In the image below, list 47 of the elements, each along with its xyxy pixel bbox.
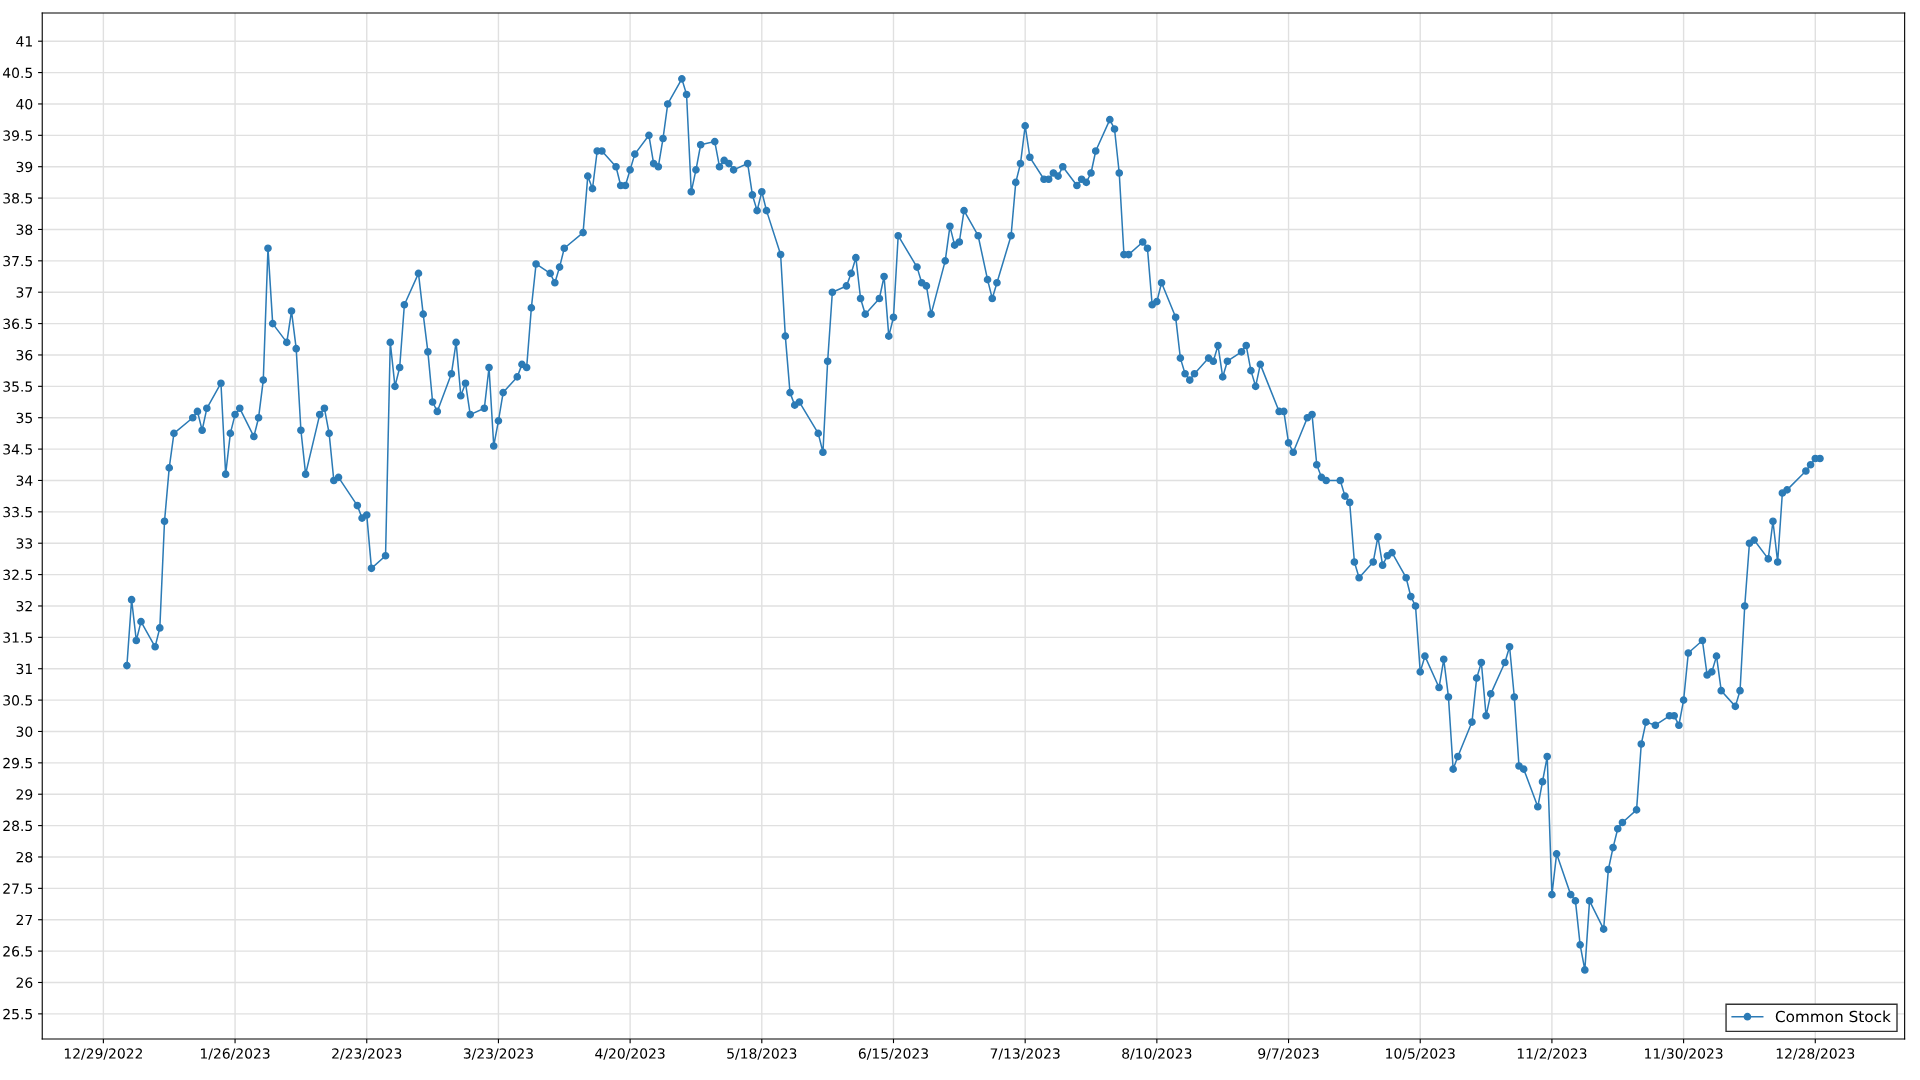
x-tick-label: 1/26/2023 <box>200 1048 270 1060</box>
y-tick-label: 40.5 <box>2 67 32 79</box>
y-tick-label: 31 <box>16 663 32 675</box>
x-tick-label: 3/23/2023 <box>463 1048 533 1060</box>
y-tick-label: 35.5 <box>3 381 32 392</box>
y-tick-label: 36.5 <box>3 318 32 330</box>
y-tick-label: 38 <box>16 224 33 235</box>
y-tick-label: 30 <box>16 726 33 737</box>
x-tick-label: 12/29/2022 <box>64 1048 143 1060</box>
x-tick-label: 11/30/2023 <box>1645 1048 1723 1060</box>
y-tick-label: 26 <box>16 977 33 988</box>
x-tick-label: 8/10/2023 <box>1122 1048 1192 1060</box>
y-tick-label: 40 <box>16 98 33 110</box>
x-tick-label: 6/15/2023 <box>858 1048 928 1060</box>
x-tick-label: 9/7/2023 <box>1258 1048 1319 1060</box>
x-tick-label: 11/2/2023 <box>1517 1048 1587 1060</box>
y-tick-label: 39 <box>16 161 33 173</box>
y-tick-label: 31.5 <box>3 632 32 643</box>
y-tick-label: 29.5 <box>3 757 32 769</box>
x-tick-label: 2/23/2023 <box>332 1048 402 1060</box>
y-tick-label: 27 <box>16 914 33 926</box>
y-tick-label: 34 <box>16 475 33 486</box>
y-tick-label: 33 <box>16 538 33 549</box>
y-tick-label: 26.5 <box>3 946 32 957</box>
x-tick-label: 12/28/2023 <box>1776 1048 1855 1060</box>
y-tick-label: 30.5 <box>3 695 32 706</box>
y-tick-label: 36 <box>16 349 33 361</box>
y-tick-label: 25.5 <box>3 1008 32 1020</box>
y-tick-label: 32.5 <box>3 569 32 581</box>
y-tick-label: 28 <box>16 851 33 863</box>
y-tick-label: 38.5 <box>3 193 32 204</box>
legend-label: Common Stock <box>1775 1010 1891 1023</box>
x-tick-label: 5/18/2023 <box>727 1048 797 1060</box>
y-tick-label: 37.5 <box>3 255 32 267</box>
y-tick-label: 39.5 <box>3 130 32 141</box>
x-tick-label: 7/13/2023 <box>990 1048 1060 1060</box>
x-tick-label: 10/5/2023 <box>1386 1048 1455 1060</box>
y-tick-label: 27.5 <box>3 883 32 894</box>
y-tick-label: 41 <box>16 36 32 47</box>
y-tick-label: 28.5 <box>3 820 32 832</box>
y-tick-label: 37 <box>16 287 33 298</box>
y-tick-label: 34.5 <box>3 444 32 455</box>
y-tick-label: 29 <box>16 789 33 800</box>
y-tick-label: 32 <box>16 600 32 612</box>
y-tick-label: 35 <box>16 412 32 424</box>
y-tick-label: 33.5 <box>3 506 32 518</box>
x-tick-label: 4/20/2023 <box>595 1048 665 1060</box>
